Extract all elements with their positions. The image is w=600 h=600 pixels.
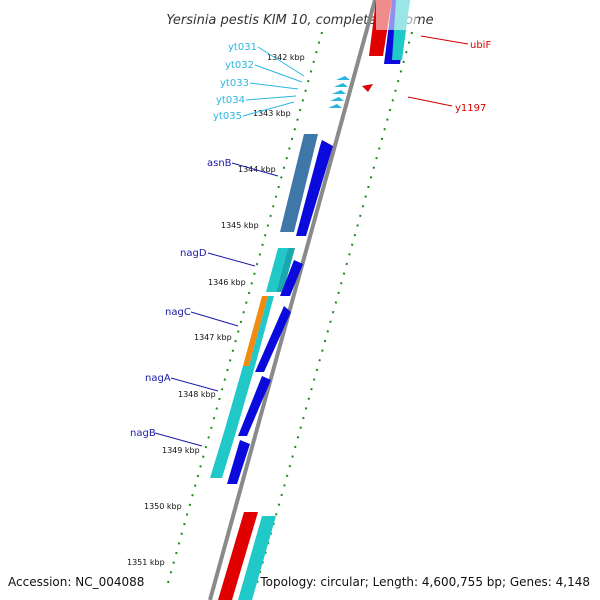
gene-bottom-reverse[interactable] <box>218 512 276 600</box>
leader-line <box>249 82 299 90</box>
gene-ubiF[interactable] <box>369 0 416 64</box>
tick-label: 1347 kbp <box>194 333 232 342</box>
tick-label: 1350 kbp <box>144 502 182 511</box>
gene-label-yt033[interactable]: yt033 <box>220 78 249 89</box>
gene-label-nagD[interactable]: nagD <box>180 248 207 259</box>
genome-backbone <box>208 0 377 600</box>
tick-label: 1345 kbp <box>221 221 259 230</box>
gene-label-nagC[interactable]: nagC <box>165 307 191 318</box>
leader-line <box>407 96 453 107</box>
tick-label: 1348 kbp <box>178 390 216 399</box>
leader-line <box>170 377 219 392</box>
leader-line <box>245 95 297 101</box>
gene-nagD[interactable] <box>266 248 303 296</box>
tick-labels: 1342 kbp 1343 kbp 1344 kbp 1345 kbp 1346… <box>127 53 305 567</box>
leader-line <box>254 64 303 83</box>
gene-label-ubiF[interactable]: ubiF <box>470 40 491 51</box>
leader-line <box>257 46 305 77</box>
gene-label-yt031[interactable]: yt031 <box>228 42 257 53</box>
leader-line <box>231 162 279 177</box>
gene-nagB[interactable] <box>210 432 250 484</box>
gene-labels-right: ubiF y1197 <box>407 35 491 114</box>
small-gene-labels: yt031 yt032 yt033 yt034 yt035 <box>213 42 305 122</box>
tick-label: 1342 kbp <box>267 53 305 62</box>
gene-nagA[interactable] <box>224 366 271 436</box>
gene-label-nagA[interactable]: nagA <box>145 373 171 384</box>
leader-line <box>420 35 469 45</box>
gene-y1197-marker[interactable] <box>362 84 373 92</box>
gene-label-yt035[interactable]: yt035 <box>213 111 242 122</box>
leader-line <box>242 101 295 117</box>
tRNA-cluster[interactable] <box>328 76 350 108</box>
gene-label-y1197[interactable]: y1197 <box>455 103 486 114</box>
tick-label: 1351 kbp <box>127 558 165 567</box>
gene-nagC[interactable] <box>243 296 291 372</box>
leader-line <box>190 311 239 327</box>
leader-line <box>207 252 256 267</box>
gene-asnB[interactable] <box>280 134 333 236</box>
gene-label-yt034[interactable]: yt034 <box>216 95 245 106</box>
gene-label-yt032[interactable]: yt032 <box>225 60 254 71</box>
leader-line <box>154 432 203 447</box>
tick-label: 1349 kbp <box>162 446 200 455</box>
tick-label: 1346 kbp <box>208 278 246 287</box>
tick-label: 1344 kbp <box>238 165 276 174</box>
gene-labels-left: asnB nagD nagC nagA nagB <box>130 158 279 447</box>
tick-label: 1343 kbp <box>253 109 291 118</box>
gene-label-asnB[interactable]: asnB <box>207 158 232 169</box>
gene-ubiF-fade <box>376 0 416 30</box>
topology-text: Topology: circular; Length: 4,600,755 bp… <box>259 575 590 589</box>
gene-label-nagB[interactable]: nagB <box>130 428 156 439</box>
accession-text: Accession: NC_004088 <box>8 575 144 589</box>
